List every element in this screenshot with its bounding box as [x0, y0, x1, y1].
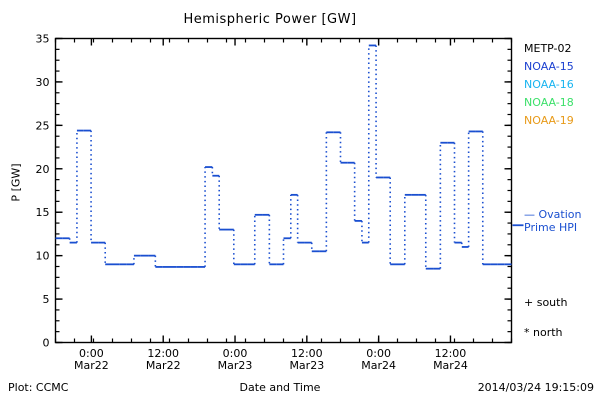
ovation-label-line2: Prime HPI: [524, 221, 578, 234]
y-axis-tick-labels: 0 5 10 15 20 25 30 35: [36, 33, 50, 350]
legend-item-noaa-15: NOAA-15: [524, 60, 574, 73]
y-axis-major-ticks: [55, 37, 512, 344]
ovation-dash-marker: —: [524, 208, 535, 221]
legend-item-noaa-16: NOAA-16: [524, 78, 574, 91]
plot-timestamp: 2014/03/24 19:15:09: [477, 381, 594, 394]
y-tick-label: 20: [36, 163, 50, 176]
legend-symbol-north: * north: [524, 326, 563, 339]
y-tick-label: 35: [36, 33, 50, 46]
x-tick-label: 12:00 Mar22: [145, 347, 181, 372]
plus-icon: +: [524, 296, 534, 309]
legend-item-noaa-19: NOAA-19: [524, 114, 574, 127]
chart-title: Hemispheric Power [GW]: [183, 12, 357, 27]
legend-item-metp-02: METP-02: [524, 42, 572, 55]
plot-credit: Plot: CCMC: [8, 381, 69, 394]
legend-satellites: METP-02 NOAA-15 NOAA-16 NOAA-18 NOAA-19: [524, 40, 574, 130]
data-series-ovation-prime-hpi: [55, 44, 512, 270]
x-axis-major-ticks: [90, 38, 452, 343]
ovation-label-line1: Ovation: [538, 208, 582, 221]
y-axis-minor-ticks: [55, 37, 512, 344]
y-tick-label: 5: [43, 293, 50, 306]
legend-symbol-north-label: north: [533, 326, 563, 339]
x-tick-label: 0:00 Mar22: [74, 347, 109, 372]
legend-symbol-south-label: south: [536, 296, 568, 309]
legend-symbol-south: + south: [524, 296, 567, 309]
x-tick-label: 0:00 Mar24: [361, 347, 397, 372]
y-tick-label: 0: [43, 337, 50, 350]
x-axis-minor-ticks: [54, 38, 513, 343]
y-tick-label: 10: [36, 250, 50, 263]
y-tick-label: 25: [36, 119, 50, 132]
y-tick-label: 15: [36, 206, 50, 219]
x-axis-title: Date and Time: [239, 381, 321, 394]
x-tick-label: 12:00 Mar24: [433, 347, 468, 372]
y-tick-label: 30: [36, 76, 50, 89]
legend-ovation-prime: — Ovation Prime HPI: [524, 208, 581, 234]
plot-frame: [54, 37, 513, 344]
legend-item-noaa-18: NOAA-18: [524, 96, 574, 109]
x-tick-label: 0:00 Mar23: [217, 347, 253, 372]
asterisk-icon: *: [524, 326, 530, 339]
x-tick-label: 12:00 Mar23: [289, 347, 325, 372]
